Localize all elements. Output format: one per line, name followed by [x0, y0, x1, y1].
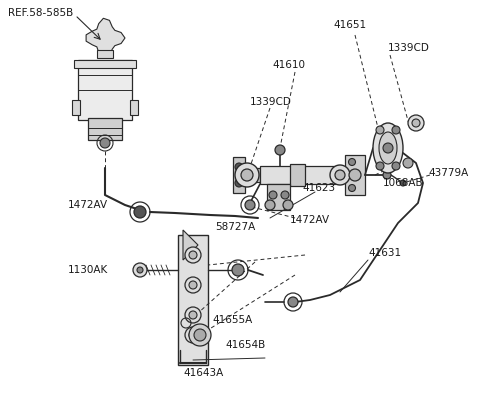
Bar	[97, 50, 113, 58]
Text: 43779A: 43779A	[428, 168, 468, 178]
Circle shape	[134, 206, 146, 218]
Circle shape	[265, 200, 275, 210]
Circle shape	[383, 143, 393, 153]
Circle shape	[349, 169, 361, 181]
Circle shape	[283, 200, 293, 210]
Polygon shape	[88, 118, 122, 140]
Circle shape	[348, 158, 356, 166]
Ellipse shape	[373, 123, 403, 173]
Text: 41655A: 41655A	[212, 315, 252, 325]
Text: 1472AV: 1472AV	[68, 200, 108, 210]
Circle shape	[235, 163, 259, 187]
Polygon shape	[247, 168, 260, 182]
Text: 41623: 41623	[302, 183, 335, 193]
Polygon shape	[86, 18, 125, 58]
Circle shape	[189, 311, 197, 319]
Circle shape	[133, 263, 147, 277]
Polygon shape	[290, 164, 305, 186]
Circle shape	[185, 247, 201, 263]
Circle shape	[189, 324, 211, 346]
Circle shape	[189, 281, 197, 289]
Circle shape	[194, 329, 206, 341]
Circle shape	[376, 126, 384, 134]
Text: 41651: 41651	[333, 20, 366, 30]
Circle shape	[189, 331, 197, 339]
Polygon shape	[260, 166, 335, 184]
Text: 1472AV: 1472AV	[290, 215, 330, 225]
Circle shape	[330, 165, 350, 185]
Polygon shape	[74, 60, 136, 68]
Circle shape	[376, 162, 384, 170]
Text: 1068AB: 1068AB	[383, 178, 424, 188]
Circle shape	[185, 307, 201, 323]
Polygon shape	[178, 235, 208, 365]
Circle shape	[335, 170, 345, 180]
Circle shape	[189, 251, 197, 259]
Circle shape	[185, 277, 201, 293]
Ellipse shape	[379, 132, 397, 164]
Polygon shape	[233, 157, 245, 193]
Circle shape	[269, 191, 277, 199]
Circle shape	[348, 185, 356, 191]
Circle shape	[383, 171, 391, 179]
Polygon shape	[130, 100, 138, 115]
Polygon shape	[72, 100, 80, 115]
Circle shape	[281, 191, 289, 199]
Polygon shape	[78, 60, 132, 120]
Circle shape	[241, 169, 253, 181]
Circle shape	[408, 115, 424, 131]
Circle shape	[392, 162, 400, 170]
Circle shape	[403, 158, 413, 168]
Circle shape	[100, 138, 110, 148]
Circle shape	[137, 267, 143, 273]
Circle shape	[400, 180, 406, 186]
Circle shape	[392, 126, 400, 134]
Circle shape	[235, 179, 243, 187]
Circle shape	[412, 119, 420, 127]
Text: 58727A: 58727A	[215, 222, 255, 232]
Text: REF.58-585B: REF.58-585B	[8, 8, 73, 18]
Polygon shape	[267, 184, 290, 210]
Text: 1130AK: 1130AK	[68, 265, 108, 275]
Text: 41643A: 41643A	[183, 368, 223, 378]
Circle shape	[245, 200, 255, 210]
Text: 1339CD: 1339CD	[250, 97, 292, 107]
Circle shape	[235, 163, 243, 171]
Circle shape	[275, 145, 285, 155]
Polygon shape	[183, 230, 198, 260]
Text: 41610: 41610	[272, 60, 305, 70]
Text: 41654B: 41654B	[225, 340, 265, 350]
Text: 1339CD: 1339CD	[388, 43, 430, 53]
Text: 41631: 41631	[368, 248, 401, 258]
Polygon shape	[345, 155, 365, 195]
Circle shape	[232, 264, 244, 276]
Circle shape	[288, 297, 298, 307]
Circle shape	[185, 327, 201, 343]
